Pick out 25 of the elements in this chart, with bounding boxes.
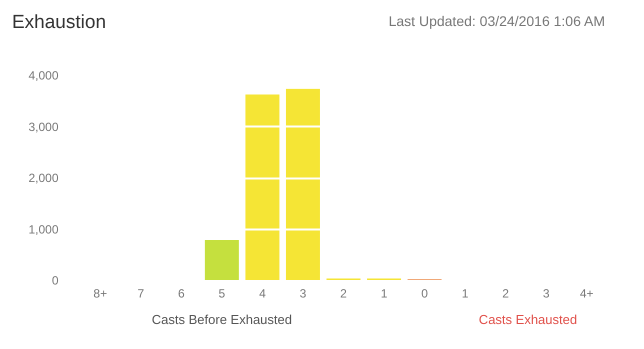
bar [245,94,280,280]
x-tick-label: 1 [462,286,469,300]
x-tick-label: 6 [178,286,185,300]
x-axis-title: Casts Before Exhausted [152,312,292,327]
x-tick-label: 5 [218,286,226,300]
x-tick-label: 3 [542,286,550,300]
text: Casts Exhausted [478,312,578,327]
y-tick-label: 0 [52,274,59,288]
y-tick-label: 4,000 [28,68,59,82]
x-tick-label: 2 [502,286,510,300]
x-tick-label: 3 [300,286,307,300]
y-tick-label: 1,000 [28,222,59,236]
bar [204,240,239,280]
y-tick-label: 3,000 [28,120,59,134]
x-tick-label: 4+ [580,286,594,300]
x-tick-label: 8+ [93,286,108,300]
x-tick-label: 0 [421,286,428,300]
chart-title: Exhaustion [12,12,106,33]
x-tick-label: 1 [380,286,388,300]
x-tick-label: 4 [259,286,266,300]
x-tick-label: 2 [340,286,348,300]
x-tick-label: 7 [137,286,144,300]
chart-subtitle: Last Updated: 03/24/2016 1:06 AM [388,13,605,29]
y-tick-label: 2,000 [28,171,59,185]
bar [286,88,320,280]
